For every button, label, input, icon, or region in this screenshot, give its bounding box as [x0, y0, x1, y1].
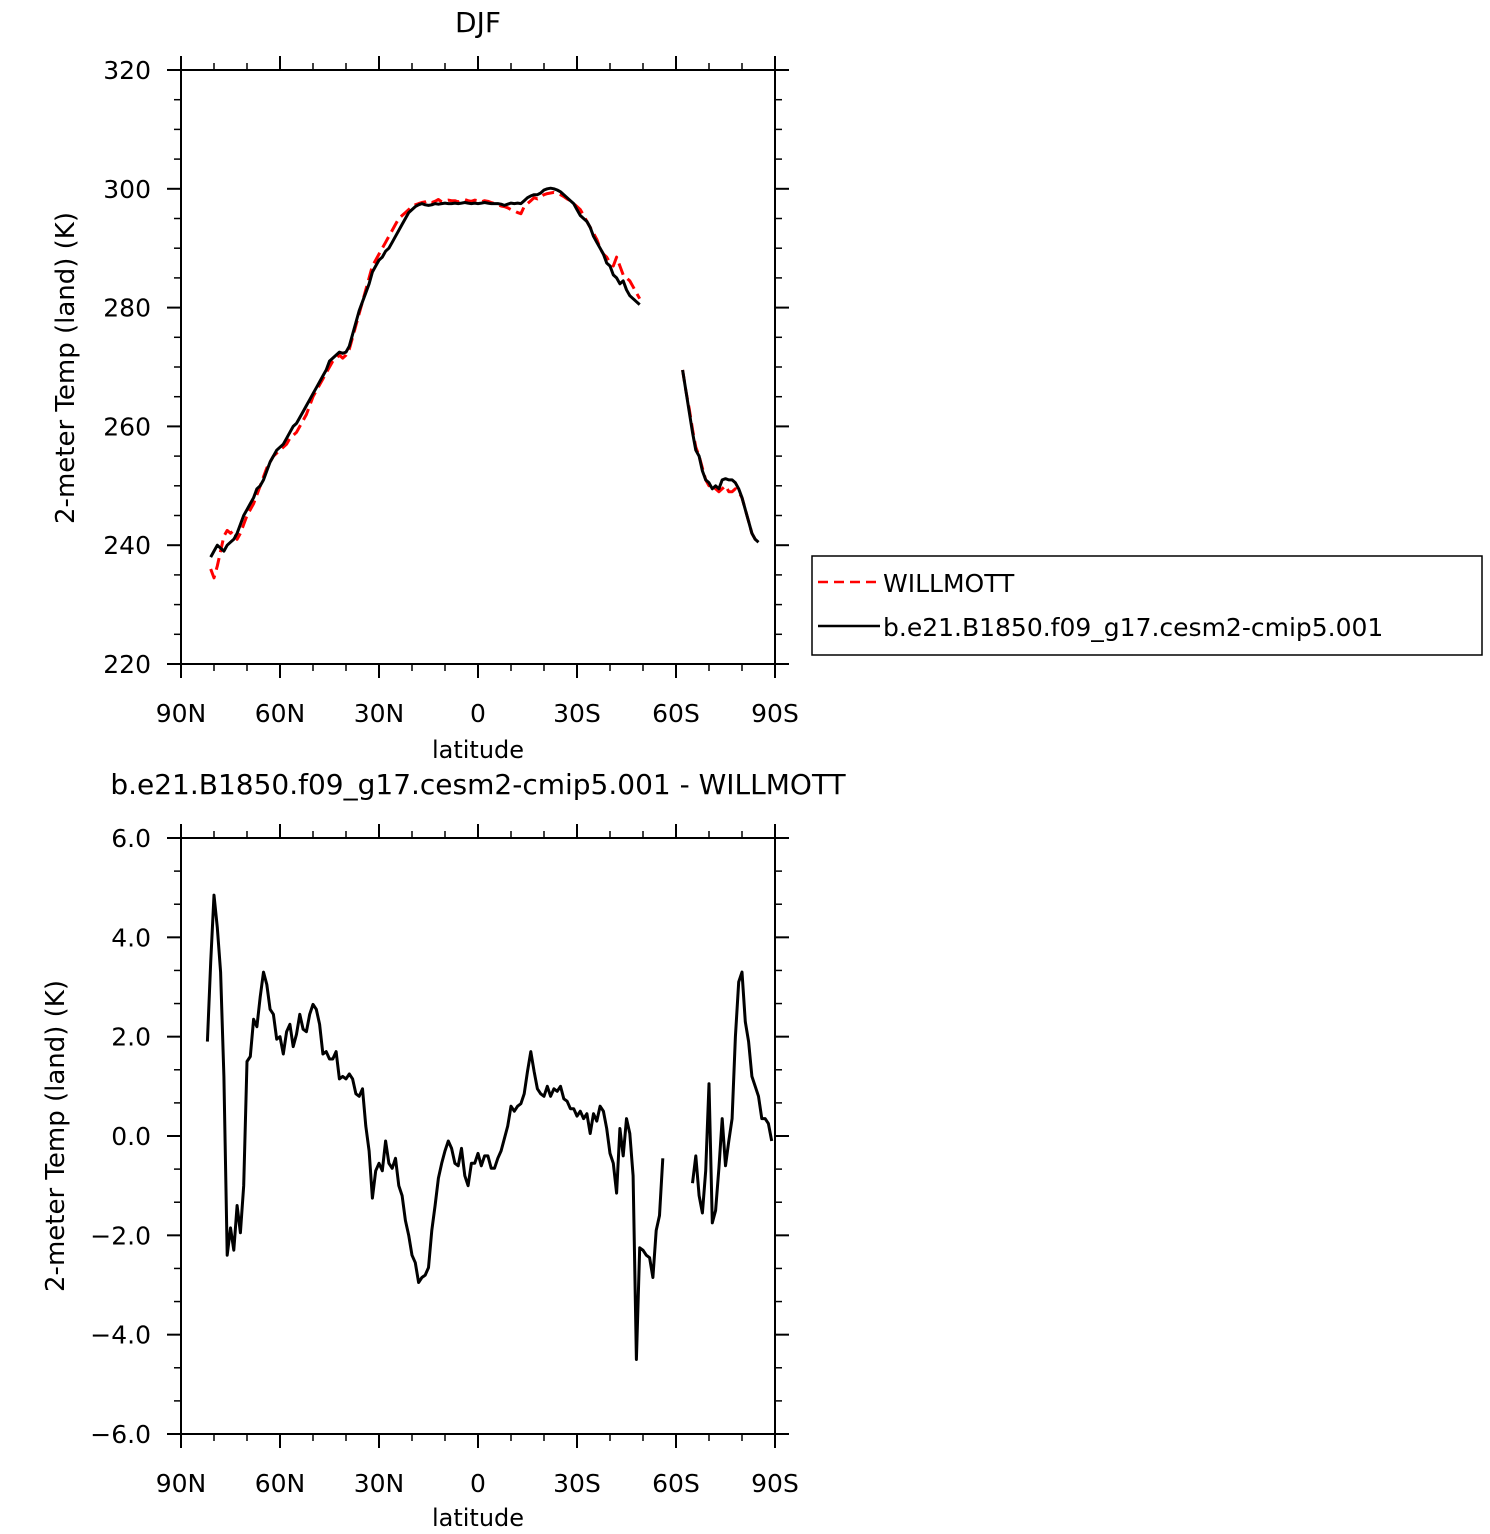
- temperature-series-1-segment-1: [681, 369, 760, 544]
- difference-x-axis-label: latitude: [432, 1504, 524, 1532]
- difference-plot-frame: [180, 837, 776, 1435]
- difference-xtick-label: 90N: [156, 1469, 207, 1498]
- legend-label-willmott: WILLMOTT: [883, 569, 1015, 598]
- temperature-x-axis-label: latitude: [432, 736, 524, 764]
- difference-ytick-label: −6.0: [90, 1420, 151, 1449]
- difference-xtick-label: 60S: [652, 1469, 700, 1498]
- temperature-xtick-label: 30N: [354, 699, 405, 728]
- temperature-axes: 220 240 260 280 300 320 90N 60N 30N 0 30S 60S 90S: [103, 56, 799, 728]
- difference-xtick-label: 0: [470, 1469, 486, 1498]
- difference-ytick-label: 6.0: [111, 824, 151, 853]
- difference-ytick-label: −2.0: [90, 1221, 151, 1250]
- difference-chart-title: b.e21.B1850.f09_g17.cesm2-cmip5.001 - WI…: [110, 768, 846, 801]
- temperature-xtick-label: 60N: [255, 699, 306, 728]
- temperature-xtick-label: 30S: [553, 699, 601, 728]
- temperature-xtick-label: 0: [470, 699, 486, 728]
- difference-ytick-label: −4.0: [90, 1321, 151, 1350]
- temperature-ytick-label: 220: [103, 650, 151, 679]
- difference-y-axis-label: 2-meter Temp (land) (K): [41, 980, 71, 1292]
- legend-box: [811, 555, 1483, 656]
- temperature-xtick-label: 90N: [156, 699, 207, 728]
- legend-label-model: b.e21.B1850.f09_g17.cesm2-cmip5.001: [883, 613, 1383, 642]
- temperature-xtick-label: 90S: [751, 699, 799, 728]
- temperature-plot-frame: [180, 69, 776, 665]
- difference-xtick-label: 60N: [255, 1469, 306, 1498]
- temperature-chart-title: DJF: [455, 6, 501, 39]
- temperature-series-0-segment-0: [209, 190, 642, 580]
- temperature-ytick-label: 240: [103, 531, 151, 560]
- difference-xtick-label: 30S: [553, 1469, 601, 1498]
- temperature-xtick-label: 60S: [652, 699, 700, 728]
- difference-ytick-label: 2.0: [111, 1023, 151, 1052]
- difference-series-0-segment-1: [691, 970, 774, 1225]
- temperature-series-1-segment-0: [209, 186, 641, 558]
- difference-series: [205, 893, 774, 1361]
- difference-xtick-label: 90S: [751, 1469, 799, 1498]
- temperature-ytick-label: 320: [103, 56, 151, 85]
- difference-xtick-label: 30N: [354, 1469, 405, 1498]
- temperature-ytick-label: 260: [103, 412, 151, 441]
- temperature-series: [209, 186, 760, 580]
- legend: WILLMOTT b.e21.B1850.f09_g17.cesm2-cmip5…: [811, 555, 1483, 656]
- difference-panel: b.e21.B1850.f09_g17.cesm2-cmip5.001 - WI…: [41, 768, 847, 1532]
- difference-axes: −6.0 −4.0 −2.0 0.0 2.0 4.0 6.0 90N 60N 30N 0 30S 60S…: [90, 824, 799, 1498]
- difference-ytick-label: 4.0: [111, 923, 151, 952]
- temperature-y-axis-label: 2-meter Temp (land) (K): [51, 212, 81, 524]
- temperature-ytick-label: 280: [103, 294, 151, 323]
- difference-ytick-label: 0.0: [111, 1122, 151, 1151]
- temperature-panel: DJF 2-meter Temp (land) (K) latitude 220…: [51, 6, 799, 764]
- difference-series-0-segment-0: [205, 893, 665, 1361]
- temperature-ytick-label: 300: [103, 175, 151, 204]
